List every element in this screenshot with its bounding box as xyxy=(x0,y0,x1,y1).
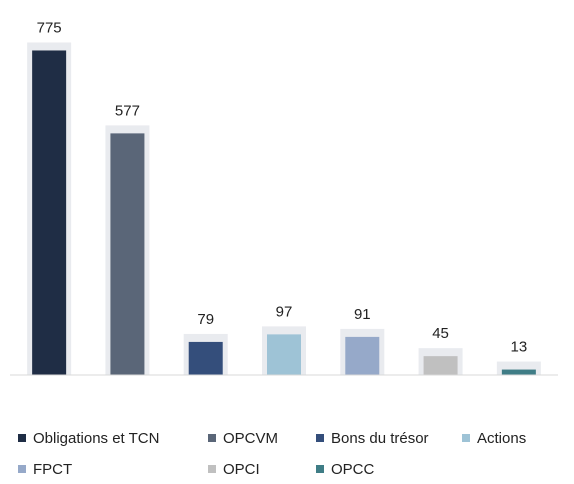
legend-label: FPCT xyxy=(33,461,72,478)
legend-label: Actions xyxy=(477,430,526,447)
bar xyxy=(423,356,458,375)
legend-swatch xyxy=(18,434,26,442)
legend-swatch xyxy=(18,465,26,473)
legend-label: Obligations et TCN xyxy=(33,430,159,447)
value-label: 91 xyxy=(354,306,371,323)
legend-label: Bons du trésor xyxy=(331,430,429,447)
legend-swatch xyxy=(462,434,470,442)
legend-label: OPCI xyxy=(223,461,260,478)
value-label: 79 xyxy=(197,311,214,328)
bar xyxy=(110,133,145,375)
bar xyxy=(32,50,67,375)
legend-swatch xyxy=(208,434,216,442)
value-label: 45 xyxy=(432,325,449,342)
value-label: 775 xyxy=(37,19,62,36)
value-label: 97 xyxy=(276,303,293,320)
value-label: 13 xyxy=(511,339,528,356)
legend-swatch xyxy=(208,465,216,473)
legend-swatch xyxy=(316,465,324,473)
legend-label: OPCVM xyxy=(223,430,278,447)
legend-swatch xyxy=(316,434,324,442)
bar xyxy=(501,369,536,375)
legend-label: OPCC xyxy=(331,461,375,478)
bar xyxy=(267,334,301,375)
bar xyxy=(188,341,223,375)
value-label: 577 xyxy=(115,102,140,119)
bar xyxy=(345,336,380,375)
